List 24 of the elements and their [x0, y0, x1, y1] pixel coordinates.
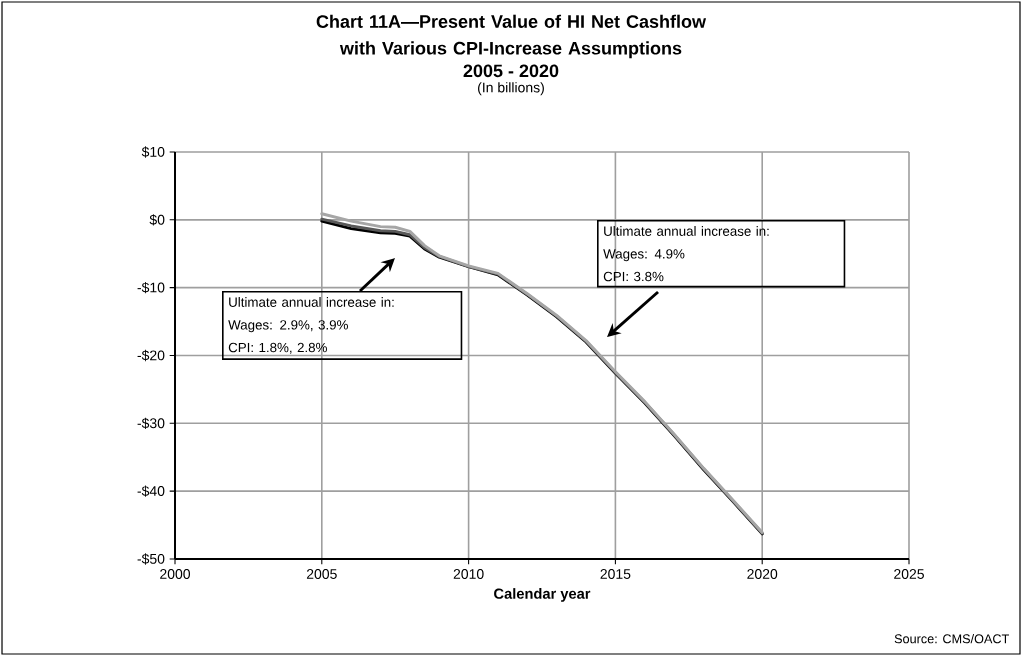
x-tick-label: 2020 — [747, 569, 778, 579]
chart-subtitle: 2005 - 2020 — [463, 64, 559, 78]
y-tick-label: -$50 — [137, 553, 165, 565]
y-tick-label: $0 — [149, 214, 165, 226]
chart-title: Chart 11A—Present Value of HI Net Cashflow with Various CPI-Increase Assumptions — [316, 14, 707, 59]
text: (In billions) — [478, 82, 544, 96]
x-tick-label: 2005 — [306, 569, 337, 579]
x-tick-label: 2025 — [894, 569, 924, 579]
annotation: CPI: 1.8%, 2.8% — [228, 342, 327, 354]
annotation: Wages: 2.9%, 3.9% — [228, 320, 348, 333]
y-tick-label: -$10 — [137, 282, 165, 294]
source-note: Source: CMS/OACT — [894, 633, 1009, 644]
x-tick-label: 2015 — [600, 569, 631, 579]
x-axis-title: Calendar year — [494, 588, 591, 602]
y-tick-label: -$20 — [137, 349, 165, 362]
y-tick-label: -$40 — [137, 485, 165, 497]
y-tick-label: $10 — [141, 146, 165, 158]
annotation: CPI: 3.8% — [603, 271, 664, 282]
annotation: Ultimate annual increase in: — [229, 297, 394, 307]
annotation: Wages: 4.9% — [603, 249, 685, 262]
annotation: Ultimate annual increase in: — [604, 226, 769, 236]
x-tick-label: 2000 — [160, 569, 191, 579]
y-tick-label: -$30 — [137, 417, 165, 429]
x-tick-label: 2010 — [453, 569, 484, 579]
